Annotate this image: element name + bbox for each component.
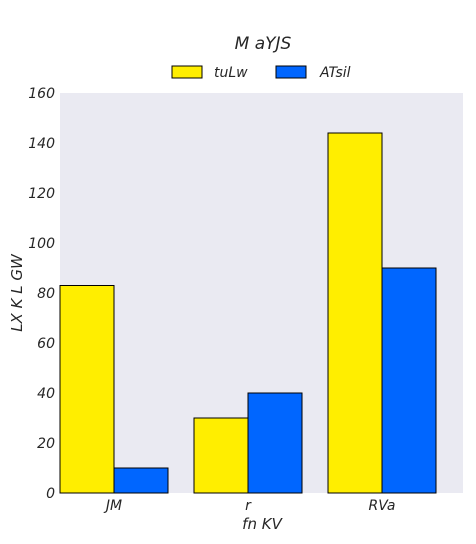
y-axis-ticks: 0 20 40 60 80 100 120 140 160 bbox=[28, 86, 55, 502]
y-tick-label: 60 bbox=[37, 336, 55, 352]
bars-group bbox=[59, 132, 437, 494]
y-tick-label: 80 bbox=[37, 286, 55, 302]
y-tick-label: 120 bbox=[28, 186, 55, 202]
x-axis-label: fn KV bbox=[242, 515, 283, 533]
bar-ATsil-r bbox=[247, 392, 303, 494]
legend: tuLw ATsil bbox=[171, 65, 351, 81]
legend-label-series-2: ATsil bbox=[319, 65, 351, 81]
y-axis-label: LX K L GW bbox=[8, 253, 26, 332]
x-tick-label: JM bbox=[103, 498, 122, 514]
bar-tuLw-JM bbox=[59, 285, 115, 494]
y-tick-label: 160 bbox=[28, 86, 55, 102]
y-tick-label: 100 bbox=[28, 236, 55, 252]
legend-swatch-series-2 bbox=[275, 65, 307, 79]
chart-title: M aYJS bbox=[235, 34, 292, 54]
y-tick-label: 0 bbox=[46, 486, 55, 502]
bar-ATsil-JM bbox=[113, 467, 169, 494]
x-axis-ticks: JM r RVa bbox=[103, 498, 396, 514]
y-tick-label: 140 bbox=[28, 136, 55, 152]
y-tick-label: 20 bbox=[37, 436, 55, 452]
bar-tuLw-RVa bbox=[327, 132, 383, 494]
legend-label-series-1: tuLw bbox=[214, 65, 248, 81]
legend-swatch-series-1 bbox=[171, 65, 203, 79]
y-tick-label: 40 bbox=[37, 386, 55, 402]
bar-tuLw-r bbox=[193, 417, 249, 494]
bar-ATsil-RVa bbox=[381, 267, 437, 494]
x-tick-label: r bbox=[245, 498, 252, 514]
x-tick-label: RVa bbox=[369, 498, 396, 514]
